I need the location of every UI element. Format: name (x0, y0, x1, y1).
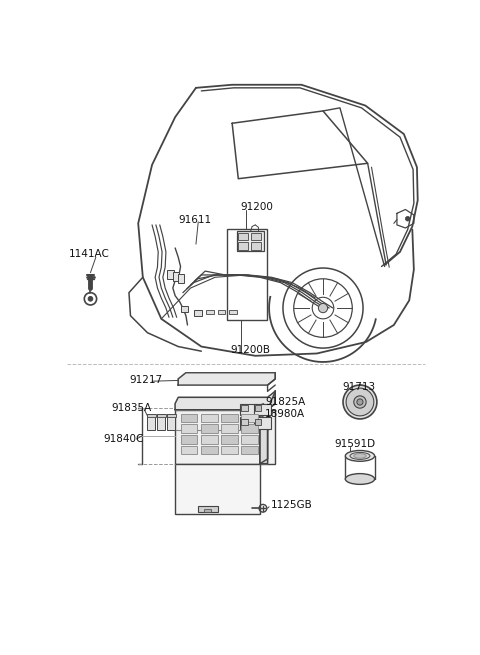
Bar (227, 229, 267, 320)
Bar (147, 413, 155, 430)
Bar (238, 233, 248, 240)
Bar (204, 509, 211, 512)
Bar (240, 417, 257, 429)
Polygon shape (260, 409, 267, 464)
Bar (240, 446, 258, 455)
Bar (241, 419, 248, 425)
Text: 91200: 91200 (240, 202, 274, 212)
Bar (180, 413, 197, 422)
Bar (240, 424, 258, 433)
Circle shape (88, 297, 93, 301)
Bar (156, 413, 166, 417)
Bar (201, 446, 217, 455)
Bar (180, 435, 197, 443)
Bar (180, 306, 188, 312)
Text: 91200B: 91200B (230, 345, 271, 356)
Circle shape (354, 396, 366, 408)
Bar (255, 419, 262, 425)
Bar (241, 405, 248, 411)
Circle shape (318, 303, 328, 312)
Text: 91217: 91217 (129, 375, 162, 385)
Bar (201, 413, 217, 422)
Bar (175, 409, 275, 464)
Circle shape (406, 216, 410, 221)
Bar (201, 424, 217, 433)
Bar (254, 417, 271, 429)
Bar (240, 435, 258, 443)
Bar (221, 446, 238, 455)
Ellipse shape (345, 451, 374, 461)
Bar (237, 231, 264, 251)
Bar (229, 310, 237, 314)
Bar (217, 310, 225, 314)
Bar (221, 424, 238, 433)
Polygon shape (175, 391, 275, 409)
Bar (180, 424, 197, 433)
Bar (255, 405, 262, 411)
Bar (168, 413, 175, 430)
Bar (251, 242, 261, 250)
Bar (221, 435, 238, 443)
Text: 91611: 91611 (178, 214, 211, 225)
Bar (251, 233, 261, 240)
Bar (240, 413, 258, 422)
Bar (194, 310, 202, 316)
Text: 91835A: 91835A (111, 403, 152, 413)
Bar (157, 413, 165, 430)
Bar (167, 413, 176, 417)
Polygon shape (260, 391, 275, 464)
Circle shape (343, 385, 377, 419)
Ellipse shape (354, 454, 366, 458)
Bar (178, 274, 184, 284)
Bar (168, 270, 174, 279)
Bar (173, 272, 179, 281)
Bar (198, 506, 217, 512)
Text: 91825A: 91825A (265, 397, 305, 407)
Bar (238, 242, 248, 250)
Text: 91840C: 91840C (104, 434, 144, 444)
Polygon shape (178, 373, 275, 385)
Bar (254, 403, 271, 415)
Ellipse shape (350, 453, 370, 459)
Ellipse shape (345, 474, 374, 485)
Bar (180, 446, 197, 455)
Text: 91591D: 91591D (335, 440, 376, 449)
Bar (221, 413, 238, 422)
Text: 1125GB: 1125GB (271, 500, 312, 510)
Text: 91713: 91713 (342, 382, 375, 392)
Bar (240, 403, 257, 415)
Bar (201, 435, 217, 443)
Bar (206, 310, 214, 314)
Bar (175, 464, 260, 514)
Bar (147, 413, 156, 417)
Text: 18980A: 18980A (265, 409, 305, 419)
Circle shape (346, 388, 374, 416)
Circle shape (357, 399, 363, 405)
Text: 1141AC: 1141AC (69, 249, 110, 259)
